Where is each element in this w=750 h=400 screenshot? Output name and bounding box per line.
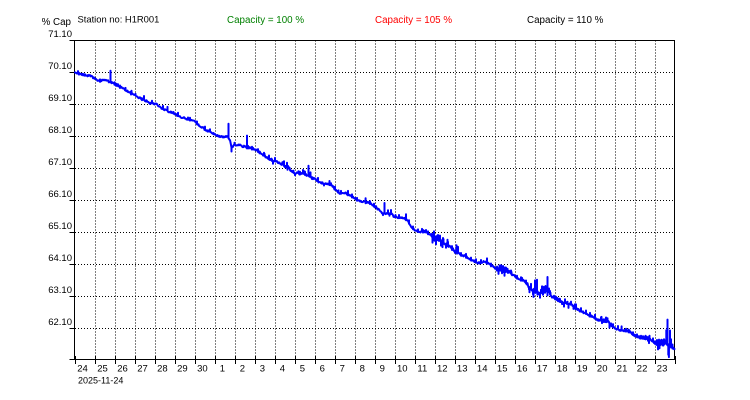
svg-text:Capacity = 105 %: Capacity = 105 % — [375, 15, 452, 26]
svg-text:63.10: 63.10 — [48, 285, 72, 296]
svg-text:2: 2 — [240, 364, 245, 375]
svg-text:17: 17 — [537, 364, 548, 375]
svg-text:23: 23 — [657, 364, 668, 375]
svg-text:19: 19 — [577, 364, 588, 375]
svg-text:21: 21 — [617, 364, 628, 375]
svg-text:66.10: 66.10 — [48, 189, 72, 200]
svg-text:22: 22 — [637, 364, 648, 375]
svg-text:62.10: 62.10 — [48, 317, 72, 328]
svg-text:13: 13 — [457, 364, 468, 375]
svg-text:27: 27 — [137, 364, 148, 375]
svg-text:% Cap: % Cap — [42, 17, 72, 28]
svg-text:65.10: 65.10 — [48, 221, 72, 232]
svg-text:11: 11 — [417, 364, 427, 375]
svg-text:28: 28 — [157, 364, 168, 375]
svg-text:14: 14 — [477, 364, 488, 375]
svg-text:Capacity = 110 %: Capacity = 110 % — [527, 15, 604, 26]
svg-text:26: 26 — [117, 364, 128, 375]
svg-text:9: 9 — [380, 364, 385, 375]
svg-text:6: 6 — [320, 364, 325, 375]
svg-text:24: 24 — [77, 364, 88, 375]
svg-text:71.10: 71.10 — [48, 29, 72, 40]
svg-text:25: 25 — [97, 364, 108, 375]
svg-text:12: 12 — [437, 364, 448, 375]
svg-text:30: 30 — [197, 364, 208, 375]
svg-text:2025-11-24: 2025-11-24 — [78, 376, 123, 386]
svg-text:70.10: 70.10 — [48, 61, 72, 72]
svg-text:5: 5 — [300, 364, 305, 375]
svg-text:8: 8 — [360, 364, 365, 375]
svg-text:16: 16 — [517, 364, 528, 375]
svg-text:1: 1 — [220, 364, 225, 375]
svg-text:20: 20 — [597, 364, 608, 375]
svg-text:10: 10 — [397, 364, 408, 375]
svg-text:64.10: 64.10 — [48, 253, 72, 264]
svg-text:69.10: 69.10 — [48, 93, 72, 104]
svg-text:4: 4 — [280, 364, 285, 375]
svg-text:67.10: 67.10 — [48, 157, 72, 168]
svg-text:Capacity = 100 %: Capacity = 100 % — [227, 15, 304, 26]
svg-text:18: 18 — [557, 364, 568, 375]
svg-text:68.10: 68.10 — [48, 125, 72, 136]
svg-text:Station no: H1R001: Station no: H1R001 — [78, 14, 160, 25]
svg-text:7: 7 — [340, 364, 345, 375]
svg-text:29: 29 — [177, 364, 188, 375]
svg-text:3: 3 — [260, 364, 265, 375]
svg-text:15: 15 — [497, 364, 508, 375]
